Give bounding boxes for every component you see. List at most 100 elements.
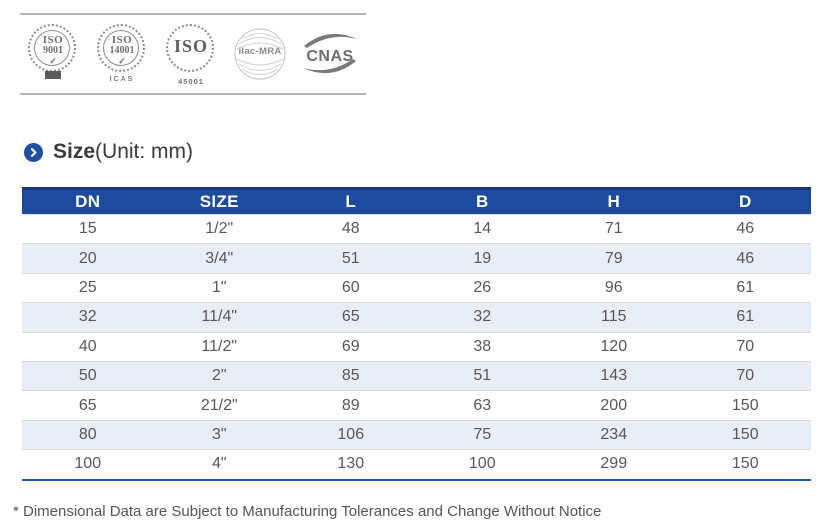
title-unit: (Unit: mm) [95,140,194,163]
size-section-heading: Size(Unit: mm) [24,140,193,164]
iso-9001-number: 9001 [43,45,63,56]
size-table: DN SIZE L B H D 15 1/2" 48 14 71 46 20 3/4" 51 19 79 46 2… [22,187,811,481]
table-cell: 100 [468,455,496,473]
iso-14001-text: ISO [111,34,133,46]
table-cell: 115 [548,302,680,333]
table-cell: 80 [22,420,154,451]
table-cell: 65 [22,390,154,421]
table-cell: 32 [416,302,548,333]
table-cell: 150 [679,390,811,421]
check-icon: ✓ [118,56,126,66]
table-cell: 46 [679,243,811,274]
certification-logo-strip: ISO 9001 ✓ ISO 14001 ✓ ICAS ISO 45001 [20,13,366,95]
cnas-logo: CNAS [300,21,360,87]
column-header: H [548,188,680,215]
table-cell: 3" [153,420,285,451]
table-cell: 26 [416,273,548,304]
dimensional-footnote: * Dimensional Data are Subject to Manufa… [13,503,602,520]
table-cell: 25 [22,273,154,304]
iso-45001-text: ISO [173,36,209,56]
table-row: 32 11/4" 65 32 115 61 [22,302,811,333]
iso-14001-number: 14001 [109,45,135,56]
globe-arcs-icon [234,28,286,80]
size-table-body: 15 1/2" 48 14 71 46 20 3/4" 51 19 79 46 25 1" 60 26 96 61… [22,214,811,480]
cnas-swoosh-icon [303,33,357,74]
check-icon: ✓ [49,56,57,66]
table-cell: 4" [211,455,227,473]
table-row: 65 21/2" 89 63 200 150 [22,390,811,421]
table-cell: 40 [22,332,154,362]
table-cell: 61 [679,273,811,304]
column-header: D [679,188,811,215]
title-size: Size [53,140,96,163]
table-cell: 70 [679,361,811,392]
table-cell: 11/2" [153,332,285,362]
table-cell: 130 [337,455,365,473]
table-cell: 60 [285,273,417,304]
table-cell: 79 [548,243,680,274]
column-header: L [285,188,417,215]
table-row: 20 3/4" 51 19 79 46 [22,243,811,274]
table-row: 15 1/2" 48 14 71 46 [22,214,811,245]
table-cell: 85 [285,361,417,392]
ilac-mra-logo: ilac-MRA [233,21,287,87]
table-cell: 69 [285,332,417,362]
column-header: DN [22,188,154,215]
column-header: SIZE [153,188,285,215]
chevron-right-icon [24,142,43,162]
table-cell: 299 [600,455,628,473]
seal-inner-circle [103,30,139,66]
table-cell: 96 [548,273,680,304]
header-row: DN SIZE L B H D [22,188,811,215]
ilac-mra-label: ilac-MRA [238,46,282,57]
column-header: B [416,188,548,215]
table-cell: 32 [22,302,154,333]
table-cell: 48 [285,214,417,245]
iso-45001-number: 45001 [178,77,204,86]
table-cell: 143 [548,361,680,392]
table-cell: 14 [416,214,548,245]
table-cell: 200 [548,390,680,421]
iso-45001-logo: ISO 45001 [164,21,220,87]
table-cell: 38 [416,332,548,362]
table-cell: 3/4" [153,243,285,274]
table-row: 100 4" 130 100 299 150 [22,450,811,480]
table-cell: 46 [679,214,811,245]
size-table-header: DN SIZE L B H D [22,188,811,215]
page-title: Size(Unit: mm) [53,140,193,164]
seal-inner-circle [34,30,70,66]
table-cell: 11/4" [153,302,285,333]
table-cell: 1" [153,273,285,304]
iso-9001-logo: ISO 9001 ✓ [26,21,82,87]
table-cell: 61 [679,302,811,333]
table-cell: 120 [548,332,680,362]
table-cell: 50 [22,361,154,392]
table-cell: 70 [679,332,811,362]
iso-9001-text: ISO [42,34,64,46]
seal-ring [97,24,145,72]
certifier-mark [45,71,61,79]
table-cell: 20 [22,243,154,274]
table-cell: 75 [416,420,548,451]
table-cell: 15 [22,214,154,245]
cnas-label: CNAS [306,48,354,65]
table-cell: 63 [416,390,548,421]
seal-ring [166,24,214,72]
table-cell: 65 [285,302,417,333]
icas-label: ICAS [109,76,135,83]
table-cell: 150 [679,420,811,451]
table-cell: 89 [285,390,417,421]
table-cell: 71 [548,214,680,245]
table-cell: 106 [285,420,417,451]
table-cell: 150 [731,455,759,473]
table-cell: 100 [74,455,102,473]
table-cell: 2" [153,361,285,392]
iso-14001-logo: ISO 14001 ✓ ICAS [95,21,151,87]
table-cell: 51 [416,361,548,392]
table-row: 80 3" 106 75 234 150 [22,420,811,451]
table-row: 25 1" 60 26 96 61 [22,273,811,304]
table-row: 40 11/2" 69 38 120 70 [22,332,811,362]
table-row: 50 2" 85 51 143 70 [22,361,811,392]
table-cell: 234 [548,420,680,451]
